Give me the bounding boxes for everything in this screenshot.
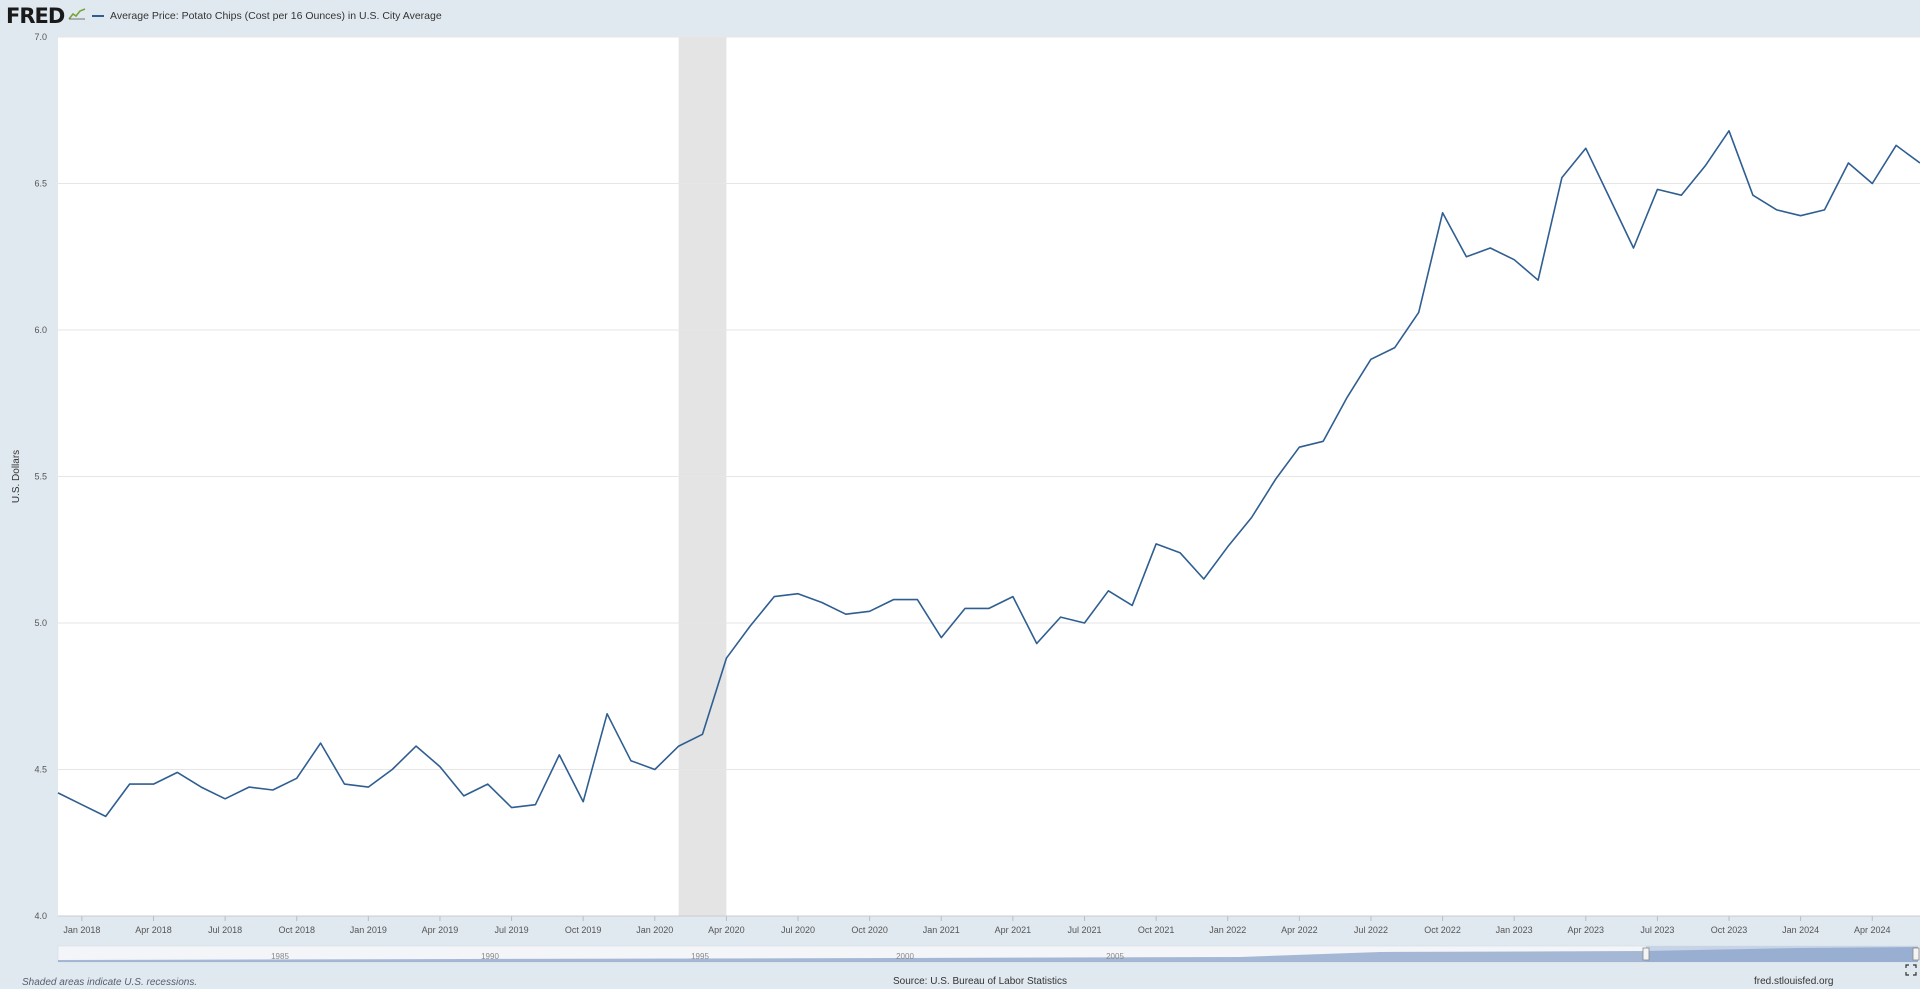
chart-header: FRED Average Price: Potato Chips (Cost p…: [0, 0, 1920, 32]
fred-logo[interactable]: FRED: [6, 4, 65, 28]
x-tick-label: Oct 2022: [1424, 925, 1461, 935]
recession-note: Shaded areas indicate U.S. recessions.: [22, 977, 198, 988]
x-tick-label: Jan 2019: [350, 925, 387, 935]
x-tick-label: Oct 2020: [851, 925, 888, 935]
x-tick-label: Apr 2019: [422, 925, 459, 935]
line-chart-icon: [68, 8, 86, 20]
x-tick-label: Jul 2022: [1354, 925, 1388, 935]
x-tick-label: Apr 2022: [1281, 925, 1318, 935]
legend-swatch: [92, 15, 104, 17]
x-tick-label: Jul 2021: [1067, 925, 1101, 935]
x-tick-label: Jan 2018: [63, 925, 100, 935]
series-line: [57, 130, 1920, 818]
y-axis-label: U.S. Dollars: [11, 450, 22, 503]
navigator-label: 1990: [481, 952, 499, 961]
navigator-handle-left[interactable]: [1642, 947, 1650, 961]
x-tick-label: Apr 2020: [708, 925, 745, 935]
navigator-area: [58, 947, 1918, 962]
x-tick-label: Apr 2024: [1854, 925, 1891, 935]
x-tick-label: Jul 2023: [1640, 925, 1674, 935]
y-tick-label: 4.0: [34, 911, 47, 921]
x-tick-label: Jul 2020: [781, 925, 815, 935]
x-tick-label: Oct 2018: [278, 925, 315, 935]
navigator-label: 1995: [691, 952, 709, 961]
x-tick-label: Jan 2022: [1209, 925, 1246, 935]
x-tick-label: Jul 2018: [208, 925, 242, 935]
y-tick-label: 7.0: [34, 32, 47, 42]
x-tick-label: Apr 2021: [995, 925, 1032, 935]
x-tick-label: Jan 2021: [923, 925, 960, 935]
site-url[interactable]: fred.stlouisfed.org: [1754, 976, 1834, 987]
navigator-label: 2005: [1106, 952, 1124, 961]
y-tick-label: 5.5: [34, 472, 47, 482]
navigator-handle-right[interactable]: [1912, 947, 1920, 961]
x-tick-label: Jul 2019: [495, 925, 529, 935]
x-tick-label: Oct 2023: [1711, 925, 1748, 935]
chart-legend[interactable]: Average Price: Potato Chips (Cost per 16…: [92, 8, 442, 24]
source-text: Source: U.S. Bureau of Labor Statistics: [893, 976, 1067, 987]
x-tick-label: Jan 2023: [1496, 925, 1533, 935]
x-tick-label: Apr 2018: [135, 925, 172, 935]
navigator-label: 1985: [271, 952, 289, 961]
legend-label: Average Price: Potato Chips (Cost per 16…: [110, 10, 442, 22]
x-tick-label: Oct 2021: [1138, 925, 1175, 935]
y-tick-label: 5.0: [34, 618, 47, 628]
navigator-label: 2000: [896, 952, 914, 961]
y-tick-label: 6.0: [34, 325, 47, 335]
y-tick-label: 4.5: [34, 765, 47, 775]
x-tick-label: Jan 2020: [636, 925, 673, 935]
range-navigator[interactable]: 1985 1990 1995 2000 2005: [57, 945, 1920, 963]
fullscreen-icon[interactable]: [1905, 964, 1917, 976]
x-tick-label: Oct 2019: [565, 925, 602, 935]
x-tick-label: Jan 2024: [1782, 925, 1819, 935]
x-tick-label: Apr 2023: [1568, 925, 1605, 935]
y-tick-label: 6.5: [34, 179, 47, 189]
